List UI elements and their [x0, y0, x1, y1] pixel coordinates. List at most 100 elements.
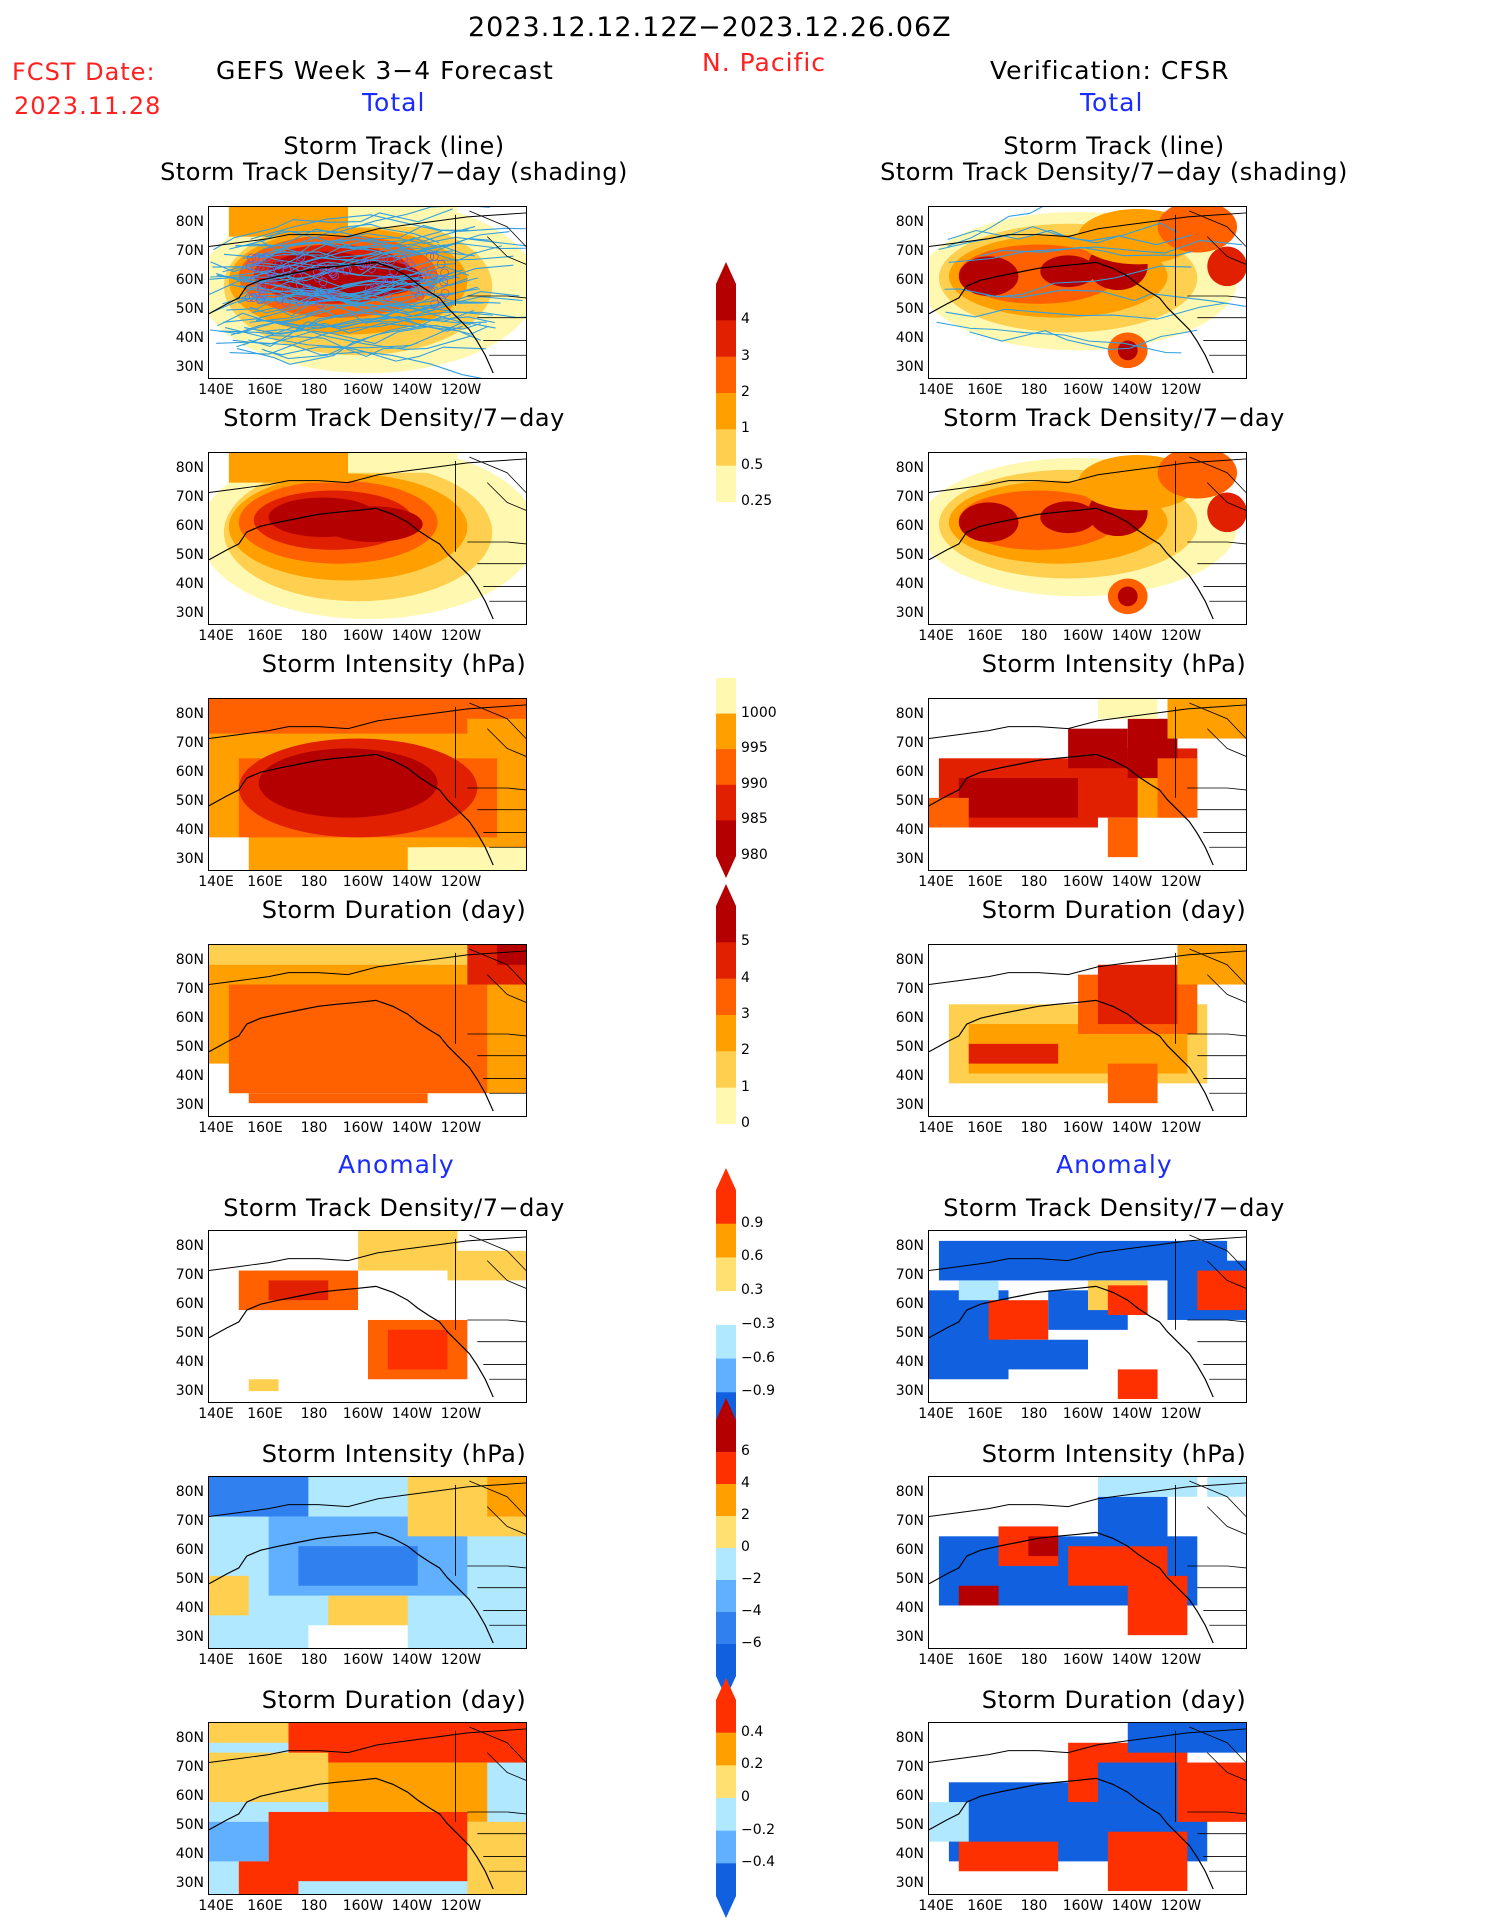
lat-tick-label: 70N	[895, 735, 924, 751]
colorbar-tick-label: 3	[741, 1006, 750, 1022]
colorbar-tick-label: 2	[741, 1042, 750, 1059]
lat-tick-label: 70N	[895, 489, 924, 505]
lat-tick-label: 80N	[895, 1730, 924, 1746]
lat-tick-label: 60N	[175, 272, 204, 288]
lon-tick-label: 120W	[1160, 1406, 1202, 1422]
lat-tick-label: 80N	[175, 952, 204, 968]
lon-tick-label: 160E	[967, 1406, 1003, 1422]
panel-3-left-title: Storm Duration (day)	[261, 896, 527, 924]
lon-tick-label: 120W	[1160, 1898, 1202, 1914]
lat-tick-label: 70N	[175, 1759, 204, 1775]
lat-tick-label: 30N	[895, 359, 924, 375]
lon-tick-label: 120W	[440, 1406, 482, 1422]
lon-tick-label: 140E	[918, 628, 954, 644]
colorbar-intensity-anom	[715, 1398, 737, 1702]
lat-tick-label: 40N	[175, 576, 204, 592]
anomaly-left-label: Anomaly	[338, 1150, 455, 1179]
colorbar-tick-label: 1	[741, 420, 750, 437]
map-panel-2-right	[928, 698, 1247, 871]
lat-tick-label: 30N	[175, 605, 204, 621]
map-field-svg	[929, 207, 1246, 374]
lon-tick-label: 140W	[1111, 1652, 1153, 1668]
lon-tick-label: 140E	[918, 1120, 954, 1136]
lon-tick-label: 140E	[918, 1406, 954, 1422]
lat-tick-label: 70N	[175, 1267, 204, 1283]
lat-tick-label: 30N	[175, 851, 204, 867]
map-panel-5-right	[928, 1476, 1247, 1649]
lat-tick-label: 60N	[175, 1542, 204, 1558]
lon-tick-label: 180	[1020, 1652, 1048, 1668]
colorbar-tick-label: 0.9	[741, 1214, 764, 1231]
colorbar-tick-label: 0.6	[741, 1248, 764, 1265]
colorbar-tick-label: 980	[741, 847, 768, 863]
lon-tick-label: 160W	[1062, 874, 1104, 890]
map-panel-3-left	[208, 944, 527, 1117]
lat-tick-label: 60N	[895, 764, 924, 780]
lon-tick-label: 160W	[342, 628, 384, 644]
lon-tick-label: 180	[300, 1652, 328, 1668]
lon-tick-label: 160E	[967, 628, 1003, 644]
lat-tick-label: 70N	[895, 1267, 924, 1283]
colorbar-density-total	[715, 262, 737, 531]
lat-tick-label: 30N	[175, 1629, 204, 1645]
map-field-svg	[929, 1477, 1246, 1648]
colorbar-tick-label: 995	[741, 740, 768, 757]
lat-tick-label: 80N	[895, 706, 924, 722]
colorbar-tick-label: 0	[741, 1115, 750, 1131]
lon-tick-label: 160E	[247, 628, 283, 644]
lon-tick-label: 120W	[440, 628, 482, 644]
lat-tick-label: 50N	[175, 1039, 204, 1055]
colorbar-tick-label: 0	[741, 1789, 750, 1805]
lon-tick-label: 120W	[440, 874, 482, 890]
lat-tick-label: 80N	[175, 1238, 204, 1254]
lon-tick-label: 160E	[247, 1406, 283, 1422]
lon-tick-label: 180	[1020, 1898, 1048, 1914]
lat-tick-label: 50N	[175, 793, 204, 809]
panel-0-right-subtitle: Storm Track Density/7−day (shading)	[880, 158, 1348, 186]
lon-tick-label: 160W	[1062, 382, 1104, 398]
lon-tick-label: 140W	[391, 628, 433, 644]
lat-tick-label: 80N	[175, 214, 204, 230]
map-field-svg	[209, 1723, 526, 1894]
panel-2-left-title: Storm Intensity (hPa)	[261, 650, 527, 678]
lat-tick-label: 50N	[175, 547, 204, 563]
map-field-svg	[929, 1231, 1246, 1402]
lon-tick-label: 160W	[342, 1898, 384, 1914]
region-title: N. Pacific	[702, 48, 827, 77]
lat-tick-label: 40N	[175, 1354, 204, 1370]
lat-tick-label: 60N	[895, 1010, 924, 1026]
lat-tick-label: 70N	[175, 981, 204, 997]
lon-tick-label: 180	[300, 1406, 328, 1422]
map-panel-6-right	[928, 1722, 1247, 1895]
lat-tick-label: 30N	[175, 1097, 204, 1113]
colorbar-duration-anom	[715, 1678, 737, 1922]
lat-tick-label: 40N	[895, 330, 924, 346]
colorbar-tick-label: 0.2	[741, 1756, 764, 1773]
lon-tick-label: 160E	[967, 1120, 1003, 1136]
colorbar-tick-label: 0.4	[741, 1723, 764, 1740]
lat-tick-label: 50N	[175, 1571, 204, 1587]
colorbar-tick-label: 990	[741, 775, 768, 792]
lat-tick-label: 60N	[895, 518, 924, 534]
lon-tick-label: 180	[1020, 382, 1048, 398]
map-panel-6-left	[208, 1722, 527, 1895]
lat-tick-label: 40N	[895, 1600, 924, 1616]
lon-tick-label: 160W	[342, 874, 384, 890]
lat-tick-label: 40N	[895, 576, 924, 592]
panel-2-right-title: Storm Intensity (hPa)	[981, 650, 1247, 678]
lat-tick-label: 70N	[895, 243, 924, 259]
lat-tick-label: 80N	[895, 1238, 924, 1254]
lon-tick-label: 140W	[391, 874, 433, 890]
lat-tick-label: 30N	[895, 851, 924, 867]
lon-tick-label: 180	[300, 1120, 328, 1136]
lon-tick-label: 160W	[342, 1652, 384, 1668]
lon-tick-label: 160W	[342, 1406, 384, 1422]
lat-tick-label: 50N	[175, 301, 204, 317]
lon-tick-label: 140W	[1111, 874, 1153, 890]
lon-tick-label: 180	[1020, 1406, 1048, 1422]
lon-tick-label: 160W	[1062, 628, 1104, 644]
lat-tick-label: 30N	[895, 605, 924, 621]
lon-tick-label: 160E	[247, 1652, 283, 1668]
colorbar-tick-label: 3	[741, 347, 750, 364]
lon-tick-label: 140W	[391, 1120, 433, 1136]
